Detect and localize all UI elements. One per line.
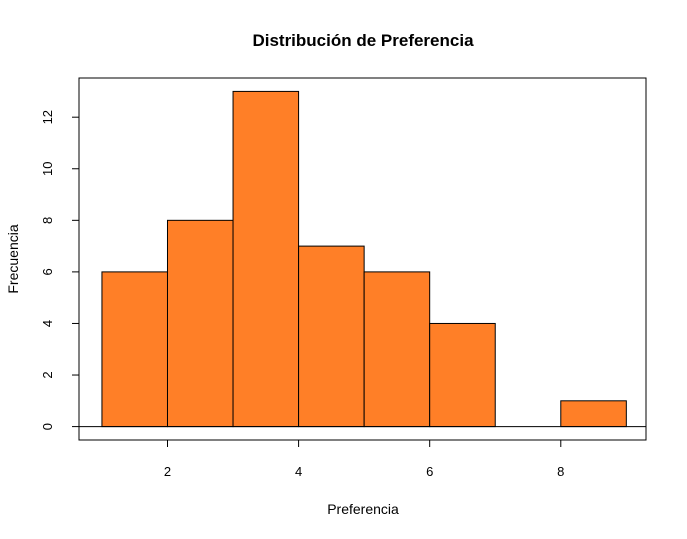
y-tick-label-4: 8 [40, 217, 55, 224]
y-tick-label-0: 0 [40, 423, 55, 430]
histogram-bar-3 [298, 245, 365, 428]
chart-title: Distribución de Preferencia [252, 31, 474, 50]
y-tick-label-2: 4 [40, 320, 55, 327]
bars-group [101, 90, 627, 428]
y-axis-label: Frecuencia [5, 224, 21, 293]
x-tick-label-3: 8 [557, 464, 564, 479]
histogram-bar-5 [429, 322, 496, 428]
y-tick-label-5: 10 [40, 162, 55, 176]
histogram-bar-0 [101, 271, 168, 428]
y-tick-label-3: 6 [40, 268, 55, 275]
y-tick-label-6: 12 [40, 110, 55, 124]
x-axis: 2 4 6 8 [164, 439, 564, 479]
x-axis-label: Preferencia [327, 501, 399, 517]
histogram-bar-1 [166, 219, 234, 428]
histogram-bar-2 [232, 90, 300, 428]
x-tick-label-2: 6 [426, 464, 433, 479]
y-axis: 0 2 4 6 8 10 12 [40, 110, 80, 430]
x-tick-label-1: 4 [295, 464, 302, 479]
y-tick-label-1: 2 [40, 371, 55, 378]
x-tick-label-0: 2 [164, 464, 171, 479]
histogram-bar-7 [560, 400, 627, 428]
histogram-bar-4 [363, 271, 431, 428]
